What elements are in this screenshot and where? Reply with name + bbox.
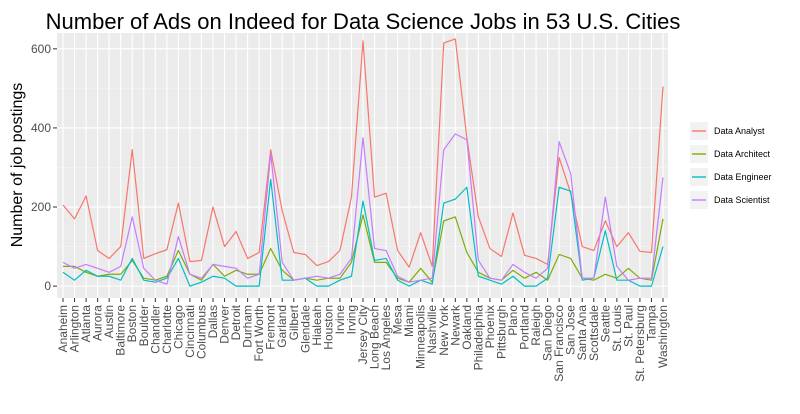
x-tick-label: Portland	[518, 305, 532, 350]
x-tick-label: Fort Worth	[252, 305, 266, 361]
y-axis-label: Number of job postings	[9, 83, 26, 248]
y-tick-label: 600	[31, 42, 51, 56]
legend: Data Analyst Data Architect Data Engineer D…	[690, 122, 772, 209]
x-tick-label: St. Louis	[610, 305, 624, 352]
x-tick-label: Tampa	[644, 305, 658, 341]
series-line	[62, 38, 664, 268]
x-tick-label: Raleigh	[529, 305, 543, 346]
x-tick-label: San Francisco	[552, 305, 566, 382]
legend-label: Data Engineer	[714, 172, 772, 182]
x-tick-label: Cincinnati	[183, 305, 197, 358]
x-tick-label: Boulder	[137, 305, 151, 346]
x-tick-label: Phoenix	[483, 305, 497, 348]
y-tick-label: 400	[31, 121, 51, 135]
x-tick-label: Arlington	[68, 305, 82, 352]
x-tick-label: Philadelphia	[471, 305, 485, 371]
chart-title: Number of Ads on Indeed for Data Science…	[46, 9, 681, 34]
x-tick-label: Houston	[321, 305, 335, 350]
x-tick-label: Hialeah	[310, 305, 324, 346]
x-tick-label: Chicago	[171, 305, 185, 349]
x-tick-label: St. Paul	[621, 305, 635, 347]
x-tick-label: Long Beach	[368, 305, 382, 369]
x-tick-label: Scottsdale	[587, 305, 601, 361]
x-tick-label: Los Angeles	[379, 305, 393, 370]
x-tick-label: Nashville	[425, 305, 439, 354]
legend-label: Data Scientist	[714, 195, 770, 205]
x-tick-label: Irvine	[333, 305, 347, 335]
x-tick-label: San Diego	[541, 305, 555, 361]
x-tick-label: Santa Ana	[575, 305, 589, 361]
x-tick-label: St. Petersburg	[633, 305, 647, 382]
y-tick-label: 0	[44, 279, 51, 293]
x-tick-label: Garland	[275, 305, 289, 348]
x-tick-label: Glendale	[298, 305, 312, 353]
x-tick-label: Newark	[448, 304, 462, 346]
legend-label: Data Analyst	[714, 126, 765, 136]
x-tick-label: Pittsburgh	[494, 305, 508, 359]
x-tick-label: Fremont	[264, 304, 278, 349]
y-axis: 0 200 400 600	[31, 42, 57, 293]
x-tick-label: Plano	[506, 305, 520, 336]
series-line	[62, 133, 664, 285]
x-tick-label: Gilbert	[287, 304, 301, 340]
y-tick-label: 200	[31, 200, 51, 214]
x-tick-label: Durham	[241, 305, 255, 348]
series-line	[62, 178, 664, 287]
x-tick-label: Washington	[656, 305, 670, 368]
x-tick-label: Detroit	[229, 304, 243, 340]
x-tick-label: Jersey City	[356, 305, 370, 364]
x-tick-label: Oakland	[460, 305, 474, 350]
x-tick-label: Charlotte	[160, 305, 174, 354]
x-tick-label: Columbus	[194, 305, 208, 359]
x-tick-label: Atlanta	[79, 305, 93, 343]
x-tick-label: Minneapolis	[414, 305, 428, 369]
series-line	[63, 214, 664, 283]
x-tick-label: Baltimore	[114, 305, 128, 356]
x-axis: AnaheimArlingtonAtlantaAuroraAustinBalti…	[56, 298, 670, 382]
x-tick-label: New York	[437, 304, 451, 356]
x-tick-label: San Jose	[564, 305, 578, 355]
x-tick-label: Aurora	[91, 305, 105, 341]
x-tick-label: Austin	[102, 305, 116, 338]
x-tick-label: Anaheim	[56, 305, 70, 352]
x-tick-label: Denver	[218, 305, 232, 344]
x-tick-label: Boston	[125, 305, 139, 342]
x-tick-label: Seattle	[598, 305, 612, 343]
x-tick-label: Irving	[344, 305, 358, 334]
x-tick-label: Dallas	[206, 305, 220, 338]
x-tick-label: Chandler	[148, 305, 162, 354]
x-tick-label: Mesa	[391, 305, 405, 335]
series-lines	[62, 38, 664, 287]
legend-label: Data Architect	[714, 149, 771, 159]
x-tick-label: Miami	[402, 305, 416, 337]
